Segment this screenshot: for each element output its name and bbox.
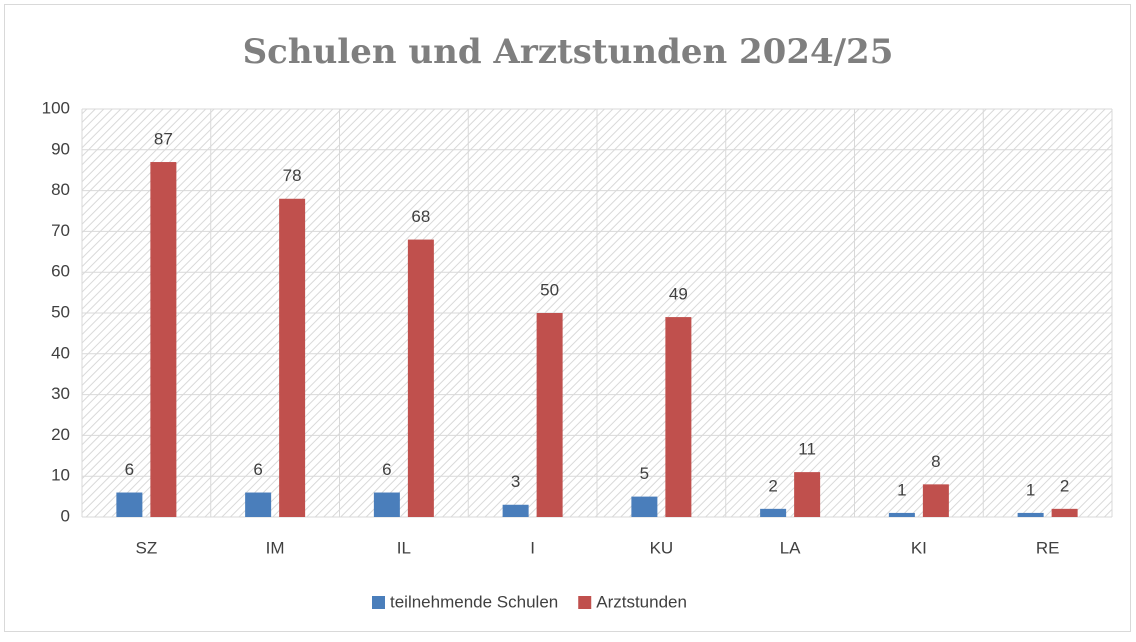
x-tick-label: IL — [397, 538, 411, 557]
bar — [536, 313, 563, 517]
y-tick-label: 70 — [51, 221, 70, 240]
y-tick-label: 90 — [51, 139, 70, 158]
data-label: 8 — [931, 452, 940, 471]
data-label: 50 — [540, 280, 559, 299]
x-tick-label: RE — [1036, 538, 1060, 557]
data-label: 78 — [283, 166, 302, 185]
y-tick-label: 50 — [51, 302, 70, 321]
x-tick-label: LA — [780, 538, 801, 557]
y-tick-label: 30 — [51, 384, 70, 403]
bar — [150, 162, 177, 518]
y-tick-label: 80 — [51, 180, 70, 199]
y-tick-label: 40 — [51, 343, 70, 362]
data-label: 49 — [669, 285, 688, 304]
bar — [279, 198, 306, 517]
bar — [631, 496, 658, 517]
data-label: 3 — [511, 472, 520, 491]
data-label: 2 — [768, 476, 777, 495]
data-label: 6 — [253, 460, 262, 479]
x-tick-label: KI — [911, 538, 927, 557]
bar — [665, 317, 692, 517]
bar — [922, 484, 949, 517]
legend-label: teilnehmende Schulen — [390, 592, 558, 611]
bar — [245, 492, 272, 517]
bar — [116, 492, 143, 517]
data-label: 1 — [897, 480, 906, 499]
bar — [502, 504, 529, 517]
data-label: 87 — [154, 130, 173, 149]
legend-label: Arztstunden — [596, 592, 687, 611]
data-label: 1 — [1026, 480, 1035, 499]
y-tick-label: 0 — [61, 506, 70, 525]
bar — [760, 508, 787, 517]
y-tick-label: 100 — [42, 98, 70, 117]
data-label: 2 — [1060, 476, 1069, 495]
y-tick-label: 10 — [51, 466, 70, 485]
data-label: 5 — [640, 464, 649, 483]
y-tick-label: 60 — [51, 262, 70, 281]
x-tick-label: SZ — [136, 538, 158, 557]
data-label: 6 — [382, 460, 391, 479]
data-label: 11 — [798, 440, 816, 459]
y-tick-label: 20 — [51, 425, 70, 444]
data-label: 6 — [125, 460, 134, 479]
bar — [373, 492, 400, 517]
bar — [794, 472, 821, 517]
bar — [1051, 508, 1078, 517]
bar — [407, 239, 434, 517]
bar — [1017, 512, 1044, 517]
x-tick-label: I — [530, 538, 535, 557]
x-tick-label: IM — [266, 538, 285, 557]
legend-swatch — [372, 596, 385, 609]
data-label: 68 — [411, 207, 430, 226]
legend-swatch — [578, 596, 592, 609]
bar — [888, 512, 915, 517]
chart-title: Schulen und Arztstunden 2024/25 — [243, 32, 894, 72]
x-tick-label: KU — [650, 538, 674, 557]
